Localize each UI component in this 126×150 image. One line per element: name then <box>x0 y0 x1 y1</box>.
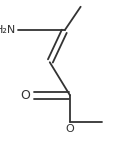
Text: H₂N: H₂N <box>0 25 16 35</box>
Text: O: O <box>66 124 74 135</box>
Text: O: O <box>20 89 30 102</box>
